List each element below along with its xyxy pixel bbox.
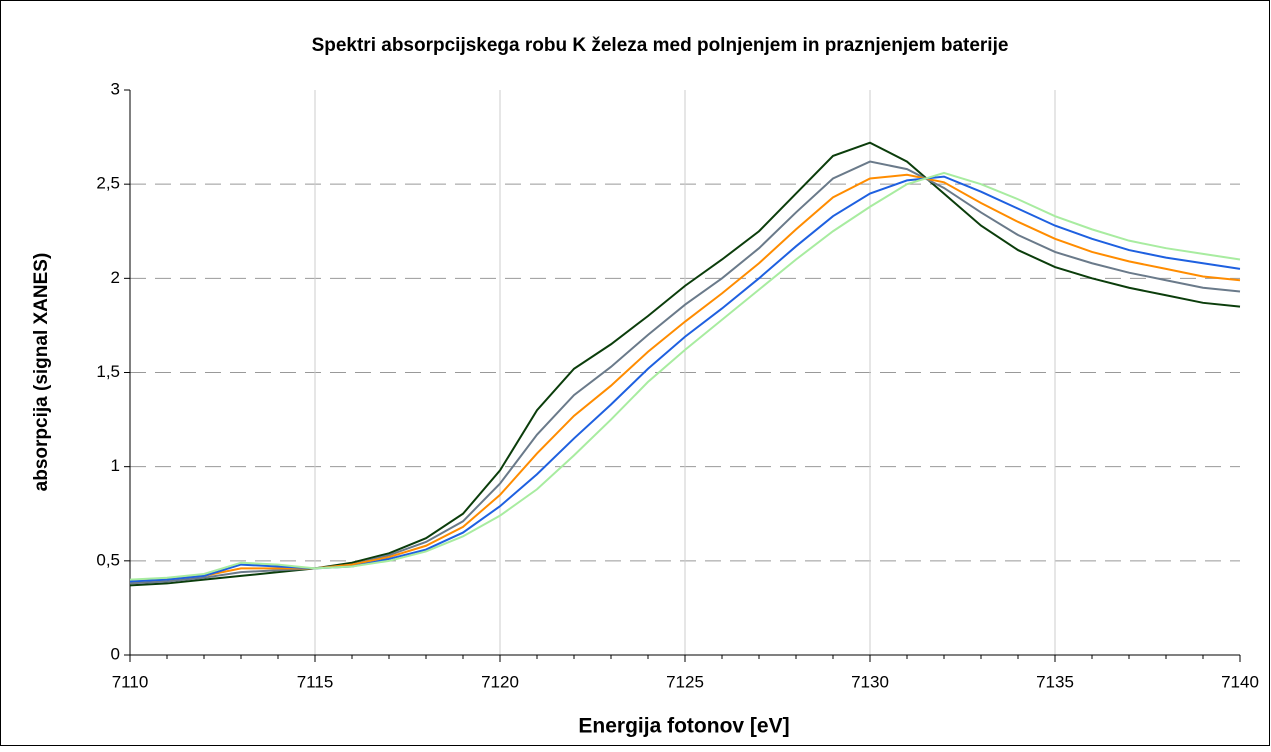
x-tick-label: 7125 [666, 672, 704, 691]
y-axis-label: absorpcija (signal XANES) [31, 253, 52, 492]
x-tick-label: 7130 [851, 672, 889, 691]
x-tick-label: 7140 [1221, 672, 1259, 691]
y-tick-label: 2,5 [96, 174, 120, 193]
x-tick-label: 7115 [297, 672, 334, 691]
y-tick-label: 0 [111, 644, 120, 663]
y-tick-label: 3 [111, 79, 120, 98]
y-tick-label: 0,5 [96, 550, 120, 569]
y-tick-label: 1 [111, 456, 120, 475]
y-tick-label: 1,5 [96, 362, 120, 381]
y-tick-label: 2 [111, 268, 120, 287]
x-tick-label: 7135 [1036, 672, 1074, 691]
series-line [129, 171, 1241, 581]
x-tick-label: 7110 [112, 672, 149, 691]
chart-title: Spektri absorpcijskega robu K železa med… [312, 35, 1009, 56]
x-axis-label: Energija fotonov [eV] [578, 715, 789, 738]
x-tick-label: 7120 [481, 672, 519, 691]
